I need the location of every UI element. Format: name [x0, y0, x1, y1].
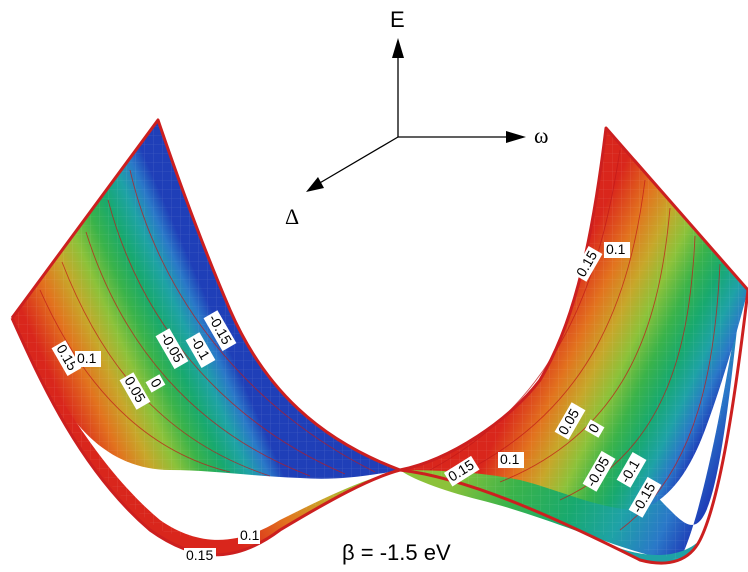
surface-edges [10, 118, 748, 565]
contour-label: 0.1 [240, 527, 260, 543]
e-axis-arrowhead [392, 38, 404, 58]
axes-group: E ω Δ [285, 7, 548, 229]
omega-axis-arrowhead [506, 131, 526, 143]
surface-mesh-overlay [12, 120, 748, 560]
delta-axis-arrowhead [306, 177, 324, 192]
contour-label: 0.1 [500, 451, 520, 467]
beta-caption: β = -1.5 eV [342, 540, 451, 565]
contour-lines-left [39, 169, 376, 477]
contour-label: 0.1 [77, 350, 97, 366]
contour-lines-right [429, 149, 721, 531]
contour-labels-center: 0.15 0.1 [443, 451, 524, 487]
contour-labels-right-mid: 0.05 0 -0.05 -0.1 -0.15 [554, 402, 662, 518]
delta-axis-line [317, 136, 399, 185]
delta-axis-label: Δ [285, 204, 299, 229]
contour-label: 0.15 [186, 547, 213, 563]
omega-axis-label: ω [534, 123, 548, 148]
contour-labels-bottom: 0.1 0.15 [184, 527, 260, 564]
e-axis-label: E [390, 7, 405, 32]
contour-label: 0.1 [606, 241, 626, 257]
